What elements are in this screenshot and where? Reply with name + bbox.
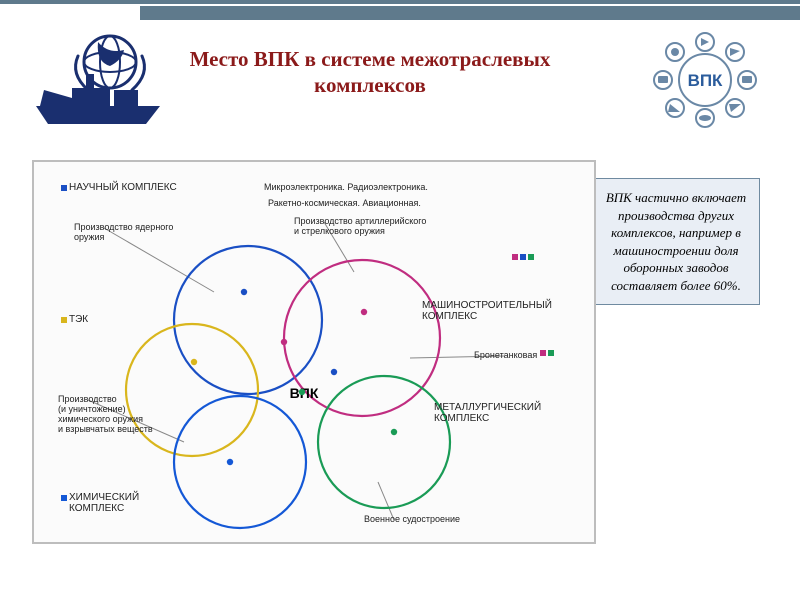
venn-dot	[241, 289, 247, 295]
venn-circle-tek	[126, 324, 258, 456]
logo-left-globe-ship-icon	[28, 28, 168, 128]
diagram-label: МЕТАЛЛУРГИЧЕСКИЙ КОМПЛЕКС	[434, 402, 541, 424]
legend-chip	[540, 350, 546, 356]
venn-dot	[227, 459, 233, 465]
diagram-label: Производство (и уничтожение) химического…	[58, 394, 153, 434]
legend-chip	[520, 254, 526, 260]
venn-diagram: ВПК НАУЧНЫЙ КОМПЛЕКСТЭКХИМИЧЕСКИЙ КОМПЛЕ…	[32, 160, 596, 544]
diagram-label: ХИМИЧЕСКИЙ КОМПЛЕКС	[69, 492, 139, 514]
diagram-label: Микроэлектроника. Радиоэлектроника.	[264, 182, 428, 192]
venn-dot	[299, 389, 305, 395]
legend-chip	[61, 495, 67, 501]
side-info-box: ВПК частично включает производства други…	[592, 178, 760, 305]
diagram-label: ТЭК	[69, 314, 88, 325]
diagram-label: МАШИНОСТРОИТЕЛЬНЫЙ КОМПЛЕКС	[422, 300, 552, 322]
diagram-label: Производство артиллерийского и стрелково…	[294, 216, 426, 236]
diagram-label: Бронетанковая	[474, 350, 537, 360]
venn-dot	[361, 309, 367, 315]
diagram-label: Военное судостроение	[364, 514, 460, 524]
venn-dot	[391, 429, 397, 435]
venn-dot	[331, 369, 337, 375]
diagram-label: НАУЧНЫЙ КОМПЛЕКС	[69, 182, 177, 193]
legend-chip	[512, 254, 518, 260]
logo-right-vpk-icon: ВПК	[650, 30, 760, 130]
header-accent-bar	[0, 0, 800, 20]
venn-circle-metal	[318, 376, 450, 508]
legend-chip	[61, 185, 67, 191]
legend-chip	[528, 254, 534, 260]
venn-circle-chem	[174, 396, 306, 528]
venn-dot	[191, 359, 197, 365]
venn-circle-science	[174, 246, 322, 394]
diagram-label: Производство ядерного оружия	[74, 222, 173, 242]
slide-title: Место ВПК в системе межотраслевых компле…	[175, 46, 565, 99]
legend-chip	[548, 350, 554, 356]
logo-right-label: ВПК	[688, 71, 723, 90]
diagram-label: Ракетно-космическая. Авиационная.	[268, 198, 421, 208]
legend-chip	[61, 317, 67, 323]
venn-dot	[281, 339, 287, 345]
